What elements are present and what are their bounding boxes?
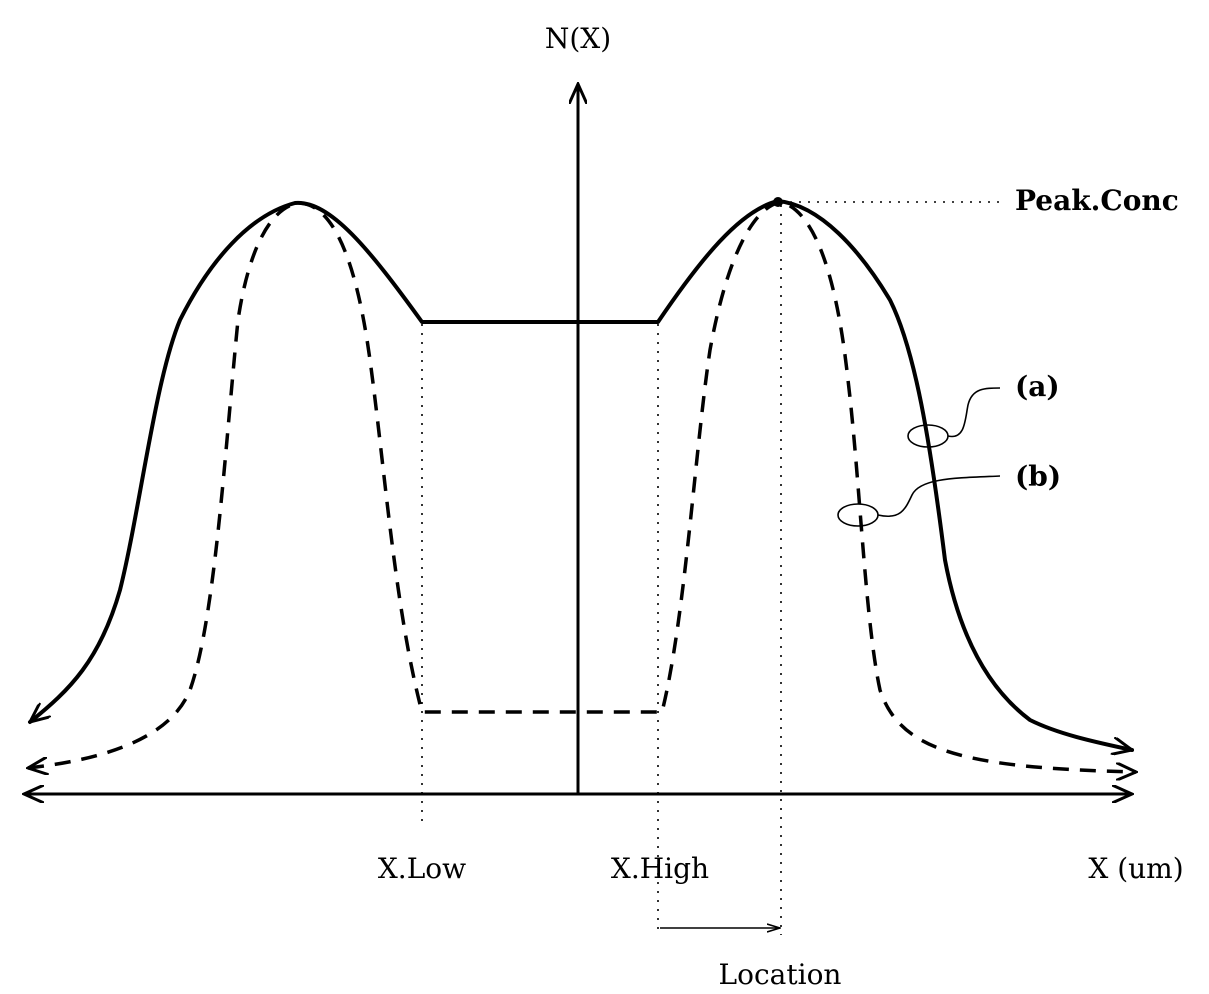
x-axis-label: X (um): [1088, 852, 1183, 885]
curve-b-leader: [877, 475, 1001, 517]
curve-a-leader: [947, 387, 1001, 438]
peak-dot: [773, 197, 783, 207]
curve-a-label: (a): [1015, 370, 1060, 403]
curve-b-label: (b): [1015, 460, 1061, 493]
curve-b: [28, 200, 1136, 772]
location-label: Location: [719, 958, 842, 991]
curve-a: [30, 199, 1132, 750]
y-axis-label: N(X): [545, 22, 611, 55]
peak-conc-label: Peak.Conc: [1015, 184, 1179, 217]
x-low-label: X.Low: [378, 852, 466, 885]
x-high-label: X.High: [611, 852, 709, 885]
curve-b-callout-ellipse: [837, 503, 879, 527]
